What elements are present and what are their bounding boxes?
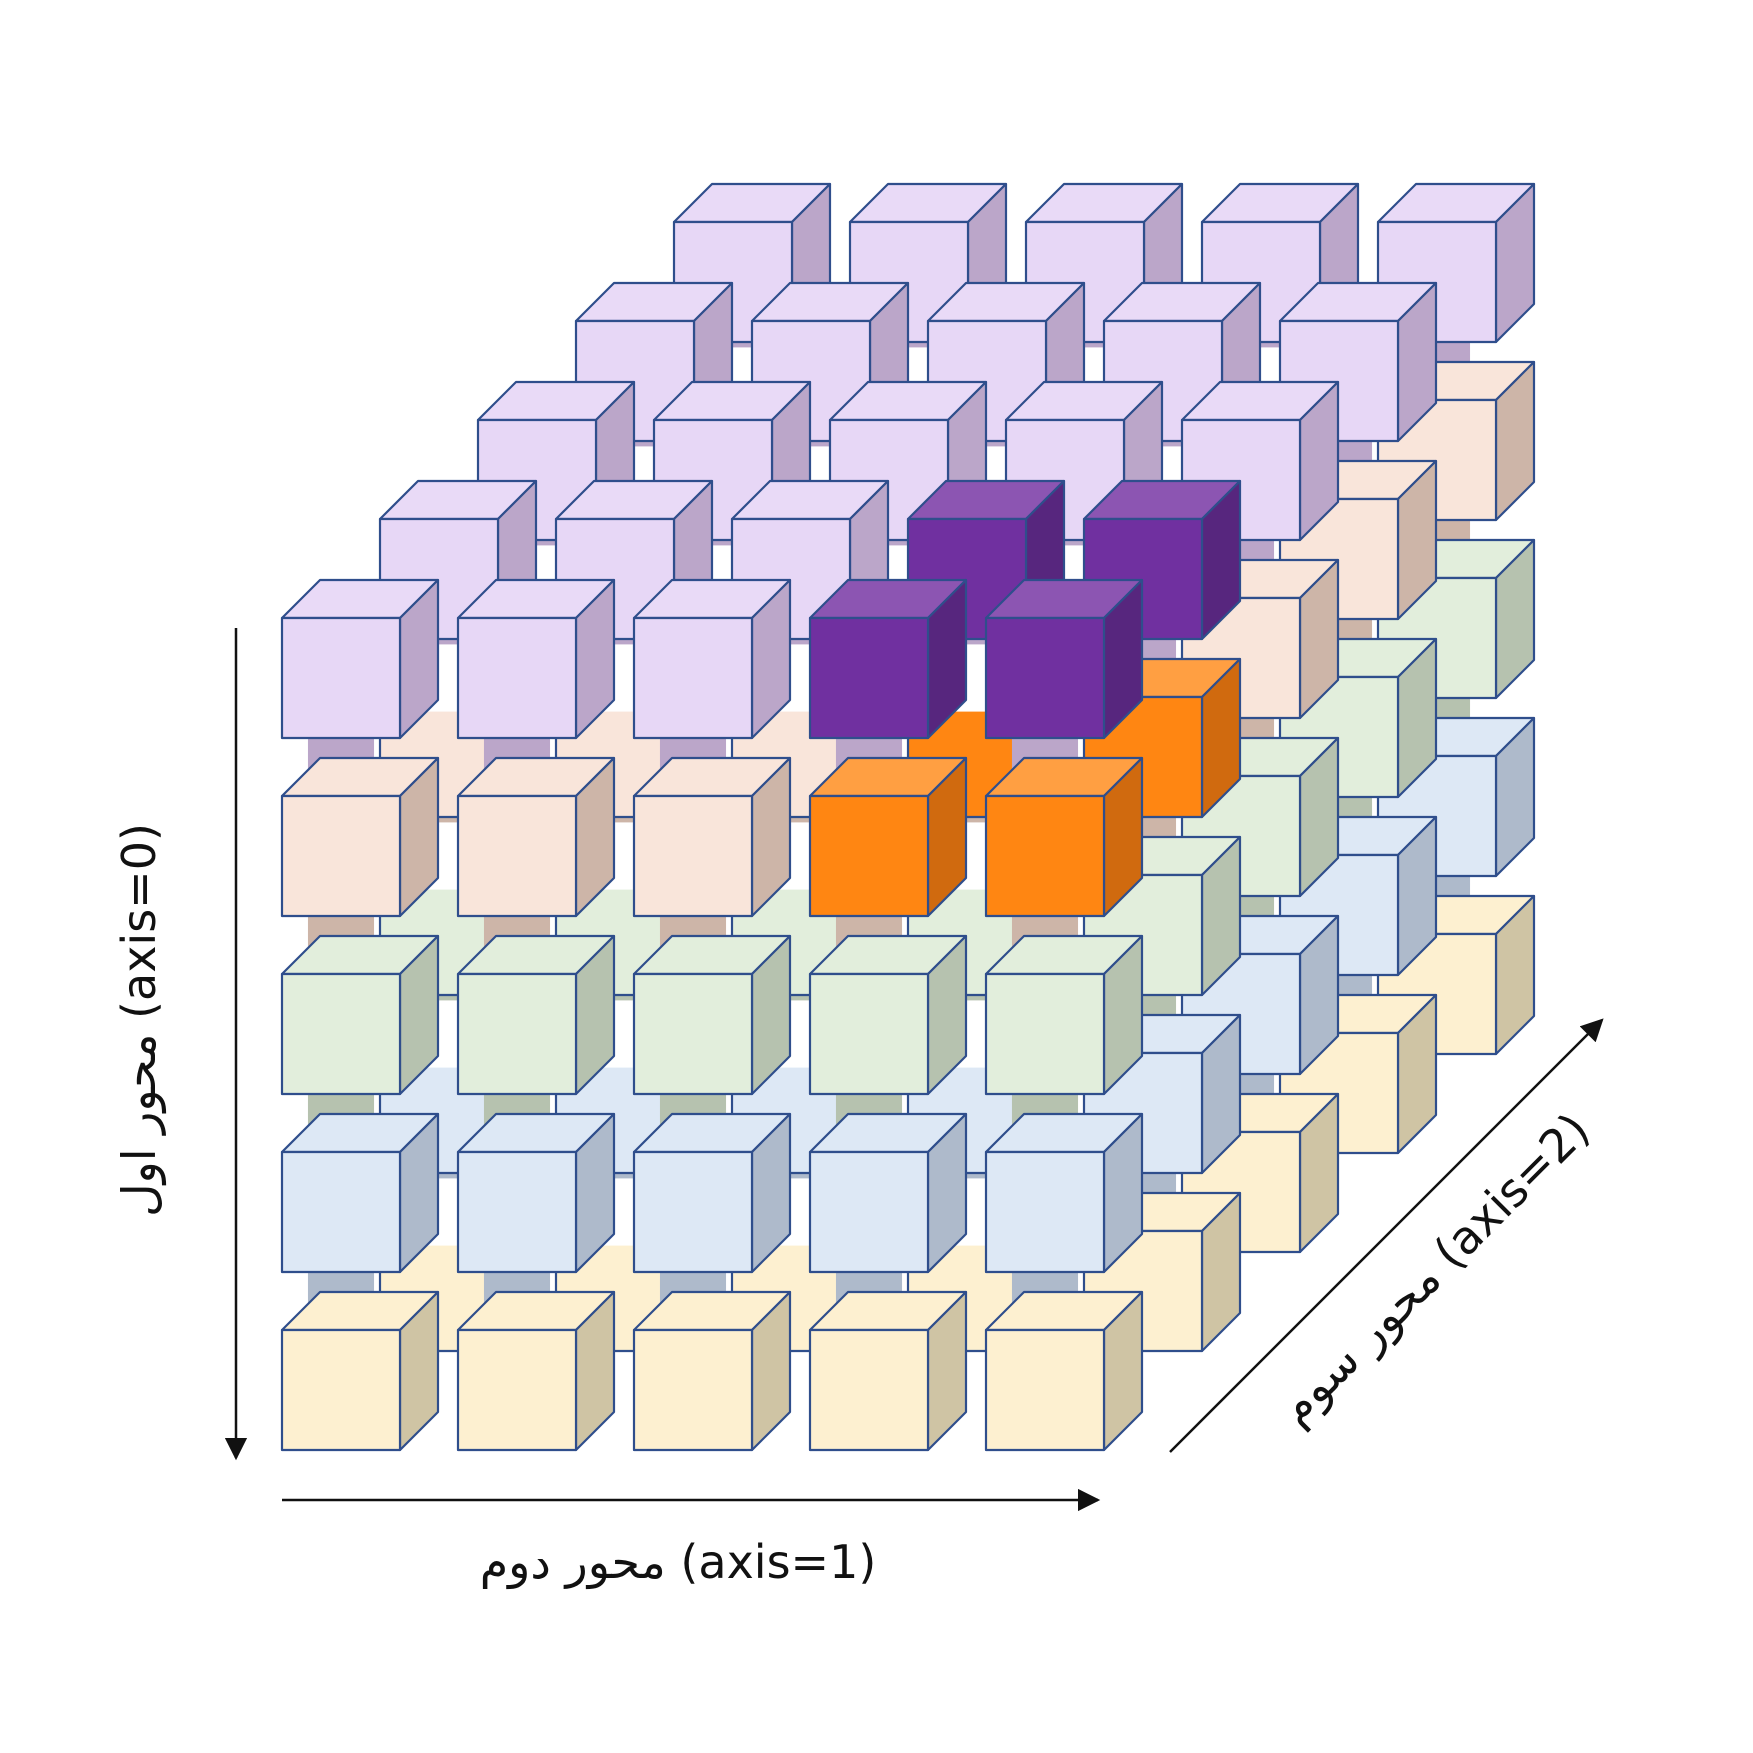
cube-front-face [984, 972, 1106, 1096]
cube-front-face [456, 1328, 578, 1452]
cube-front-face [456, 794, 578, 918]
cube-r1-c2-d0 [632, 756, 792, 918]
cube-r3-c2-d0 [632, 1112, 792, 1274]
cube-front-face [456, 616, 578, 740]
cube-r4-c2-d0 [632, 1290, 792, 1452]
cube-r0-c3-d0 [808, 578, 968, 740]
cube-front-face [280, 616, 402, 740]
cube-r4-c1-d0 [456, 1290, 616, 1452]
cube-r2-c3-d0 [808, 934, 968, 1096]
cube-front-face [632, 794, 754, 918]
cube-front-face [984, 1328, 1106, 1452]
cube-front-face [984, 1150, 1106, 1274]
cube-front-face [280, 794, 402, 918]
cube-front-face [280, 1328, 402, 1452]
cube-front-face [808, 616, 930, 740]
axis2-arrow [1169, 1018, 1604, 1453]
cube-front-face [808, 794, 930, 918]
cube-r4-c3-d0 [808, 1290, 968, 1452]
cube-front-face [808, 1328, 930, 1452]
cube-front-face [456, 972, 578, 1096]
cube-front-face [456, 1150, 578, 1274]
cube-front-face [632, 1150, 754, 1274]
cube-front-face [280, 972, 402, 1096]
cube-front-face [808, 972, 930, 1096]
cube-r4-c0-d0 [280, 1290, 440, 1452]
cube-front-face [632, 616, 754, 740]
cube-r2-c2-d0 [632, 934, 792, 1096]
axis1-label: محور دوم (axis=1) [480, 1535, 877, 1590]
cube-grid [280, 182, 1536, 1452]
cube-r1-c0-d0 [280, 756, 440, 918]
cube-r2-c1-d0 [456, 934, 616, 1096]
cube-r1-c4-d0 [984, 756, 1144, 918]
cube-r0-c4-d1 [1082, 479, 1242, 641]
axis0-label: محور اول (axis=0) [112, 823, 167, 1217]
cube-r1-c1-d0 [456, 756, 616, 918]
cube-front-face [808, 1150, 930, 1274]
cube-r3-c4-d0 [984, 1112, 1144, 1274]
cube-r1-c3-d0 [808, 756, 968, 918]
cube-r2-c0-d0 [280, 934, 440, 1096]
cube-r0-c1-d0 [456, 578, 616, 740]
cube-r0-c0-d0 [280, 578, 440, 740]
cube-r3-c0-d0 [280, 1112, 440, 1274]
cube-r0-c4-d4 [1376, 182, 1536, 344]
cube-r4-c4-d0 [984, 1290, 1144, 1452]
cube-front-face [632, 1328, 754, 1452]
cube-front-face [632, 972, 754, 1096]
cube-front-face [984, 794, 1106, 918]
cube-r3-c3-d0 [808, 1112, 968, 1274]
cube-r3-c1-d0 [456, 1112, 616, 1274]
cube-front-face [280, 1150, 402, 1274]
cube-r2-c4-d0 [984, 934, 1144, 1096]
cube-front-face [984, 616, 1106, 740]
cube-r0-c4-d0 [984, 578, 1144, 740]
cube-r0-c2-d0 [632, 578, 792, 740]
